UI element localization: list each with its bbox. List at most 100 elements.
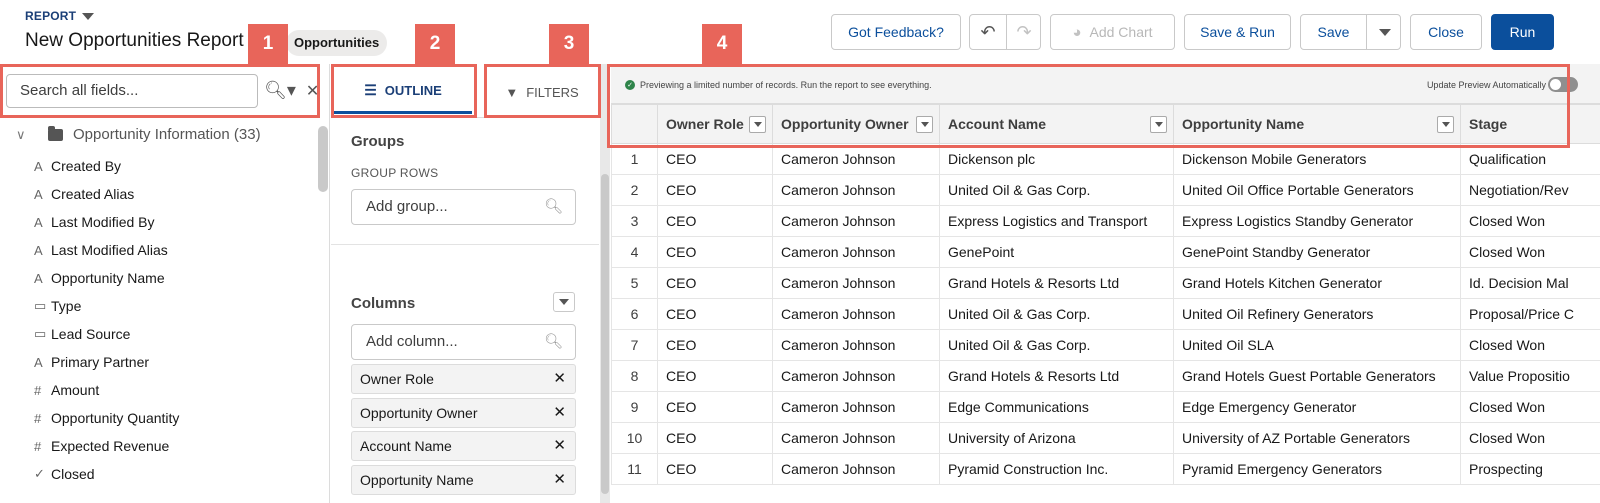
table-body: 1 CEO Cameron Johnson Dickenson plc Dickenso… xyxy=(611,143,1600,485)
field-item[interactable]: A Created Alias xyxy=(34,180,179,208)
field-item[interactable]: ▭ Type xyxy=(34,292,179,320)
table-cell: Express Logistics Standby Generator xyxy=(1173,205,1461,237)
clear-search-icon[interactable]: ✕ xyxy=(305,82,320,100)
fields-panel: Search all fields... 🔍︎▾ ✕ ∨ Opportunity… xyxy=(0,64,330,503)
outline-scrollbar[interactable] xyxy=(600,64,610,503)
column-header[interactable]: Opportunity Owner xyxy=(772,104,940,144)
filter-icon: ▼ xyxy=(505,84,519,100)
remove-column-icon[interactable]: ✕ xyxy=(553,404,566,421)
tab-outline-label: OUTLINE xyxy=(384,83,442,98)
text-type-icon: A xyxy=(34,270,43,286)
preview-message: ✓ Previewing a limited number of records… xyxy=(625,80,932,90)
field-label: Type xyxy=(51,298,82,314)
column-pill-label: Opportunity Owner xyxy=(360,405,478,421)
tab-outline[interactable]: ☰ OUTLINE xyxy=(334,70,472,114)
table-cell: Closed Won xyxy=(1460,329,1600,361)
column-header[interactable]: Stage xyxy=(1460,104,1600,144)
close-button[interactable]: Close xyxy=(1410,14,1482,50)
column-menu-button[interactable] xyxy=(916,116,933,133)
field-item[interactable]: # Opportunity Quantity xyxy=(34,404,179,432)
column-menu-button[interactable] xyxy=(1150,116,1167,133)
button-separator xyxy=(1006,15,1007,49)
callout-badge-2: 2 xyxy=(415,24,455,64)
column-header[interactable]: Opportunity Name xyxy=(1173,104,1461,144)
tab-filters[interactable]: ▼ FILTERS xyxy=(486,70,598,114)
table-row: 3 CEO Cameron Johnson Express Logistics and… xyxy=(611,205,1600,237)
field-item[interactable]: # Amount xyxy=(34,376,179,404)
callout-badge-4: 4 xyxy=(702,24,742,64)
table-cell: Edge Emergency Generator xyxy=(1173,391,1461,423)
table-cell: University of AZ Portable Generators xyxy=(1173,422,1461,454)
picklist-type-icon: ▭ xyxy=(34,326,47,341)
field-item[interactable]: ▭ Lead Source xyxy=(34,320,179,348)
add-group-input[interactable]: Add group... 🔍︎ xyxy=(351,189,576,225)
number-type-icon: # xyxy=(34,410,42,426)
field-item[interactable]: A Created By xyxy=(34,152,179,180)
field-item[interactable]: A Last Modified Alias xyxy=(34,236,179,264)
run-button[interactable]: Run xyxy=(1491,14,1554,50)
remove-column-icon[interactable]: ✕ xyxy=(553,370,566,387)
column-menu-button[interactable] xyxy=(1437,116,1454,133)
column-pill[interactable]: Opportunity Owner ✕ xyxy=(351,398,576,428)
field-label: Created By xyxy=(51,158,122,174)
table-cell: Cameron Johnson xyxy=(772,205,940,237)
undo-icon[interactable]: ↶ xyxy=(980,21,996,42)
fields-scrollbar[interactable] xyxy=(318,126,328,192)
add-chart-button[interactable]: ◕ Add Chart xyxy=(1050,14,1175,50)
table-cell: Cameron Johnson xyxy=(772,453,940,485)
column-pill[interactable]: Account Name ✕ xyxy=(351,431,576,461)
folder-opportunity-information[interactable]: ∨ Opportunity Information (33) xyxy=(16,125,261,143)
save-run-button[interactable]: Save & Run xyxy=(1184,14,1291,50)
feedback-button[interactable]: Got Feedback? xyxy=(831,14,961,50)
field-item[interactable]: A Primary Partner xyxy=(34,348,179,376)
remove-column-icon[interactable]: ✕ xyxy=(553,471,566,488)
panel-tabs: ☰ OUTLINE ▼ FILTERS xyxy=(331,64,599,118)
columns-options-dropdown[interactable] xyxy=(553,292,575,312)
picklist-type-icon: ▭ xyxy=(34,298,47,313)
auto-update-toggle[interactable] xyxy=(1548,77,1578,92)
redo-icon[interactable]: ↷ xyxy=(1016,21,1032,42)
search-icon[interactable]: 🔍︎▾ xyxy=(264,80,296,100)
field-label: Expected Revenue xyxy=(51,438,170,454)
text-type-icon: A xyxy=(34,214,43,230)
table-row: 11 CEO Cameron Johnson Pyramid Construction… xyxy=(611,453,1600,485)
table-cell: CEO xyxy=(657,174,773,206)
field-search-input[interactable]: Search all fields... xyxy=(6,74,258,108)
section-divider xyxy=(331,244,599,245)
table-cell: CEO xyxy=(657,360,773,392)
column-pill-label: Opportunity Name xyxy=(360,472,474,488)
save-options-dropdown[interactable] xyxy=(1367,15,1402,49)
text-type-icon: A xyxy=(34,354,43,370)
table-cell: Cameron Johnson xyxy=(772,267,940,299)
report-header: REPORT New Opportunities Report Opportun… xyxy=(0,0,1600,64)
chart-icon: ◕ xyxy=(1072,23,1082,41)
column-menu-button[interactable] xyxy=(749,116,766,133)
table-cell: Value Propositio xyxy=(1460,360,1600,392)
auto-update-label: Update Preview Automatically xyxy=(1426,80,1546,90)
report-preview: ✓ Previewing a limited number of records… xyxy=(611,64,1600,503)
table-header-row: Owner Role Opportunity Owner Account Nam… xyxy=(611,104,1600,144)
preview-table: Owner Role Opportunity Owner Account Nam… xyxy=(611,104,1600,485)
number-type-icon: # xyxy=(34,382,42,398)
table-cell: Negotiation/Rev xyxy=(1460,174,1600,206)
field-item[interactable]: A Last Modified By xyxy=(34,208,179,236)
add-column-input[interactable]: Add column... 🔍︎ xyxy=(351,324,576,360)
text-type-icon: A xyxy=(34,242,43,258)
success-check-icon: ✓ xyxy=(625,80,635,90)
field-item[interactable]: ✓ Closed xyxy=(34,460,179,488)
field-item[interactable]: # Expected Revenue xyxy=(34,432,179,460)
table-row: 9 CEO Cameron Johnson Edge Communications Ed… xyxy=(611,391,1600,423)
number-type-icon: # xyxy=(34,438,42,454)
column-pill[interactable]: Opportunity Name ✕ xyxy=(351,465,576,495)
field-item[interactable]: A Opportunity Name xyxy=(34,264,179,292)
save-button[interactable]: Save xyxy=(1317,24,1350,40)
checkbox-type-icon: ✓ xyxy=(34,466,45,481)
column-header[interactable]: Owner Role xyxy=(657,104,773,144)
report-type-menu[interactable]: REPORT xyxy=(25,9,95,23)
column-header-label: Owner Role xyxy=(666,116,744,132)
chevron-down-icon xyxy=(753,122,762,127)
remove-column-icon[interactable]: ✕ xyxy=(553,437,566,454)
column-header[interactable]: Account Name xyxy=(939,104,1174,144)
field-search-tools: 🔍︎▾ ✕ xyxy=(264,80,319,101)
column-pill[interactable]: Owner Role ✕ xyxy=(351,364,576,394)
